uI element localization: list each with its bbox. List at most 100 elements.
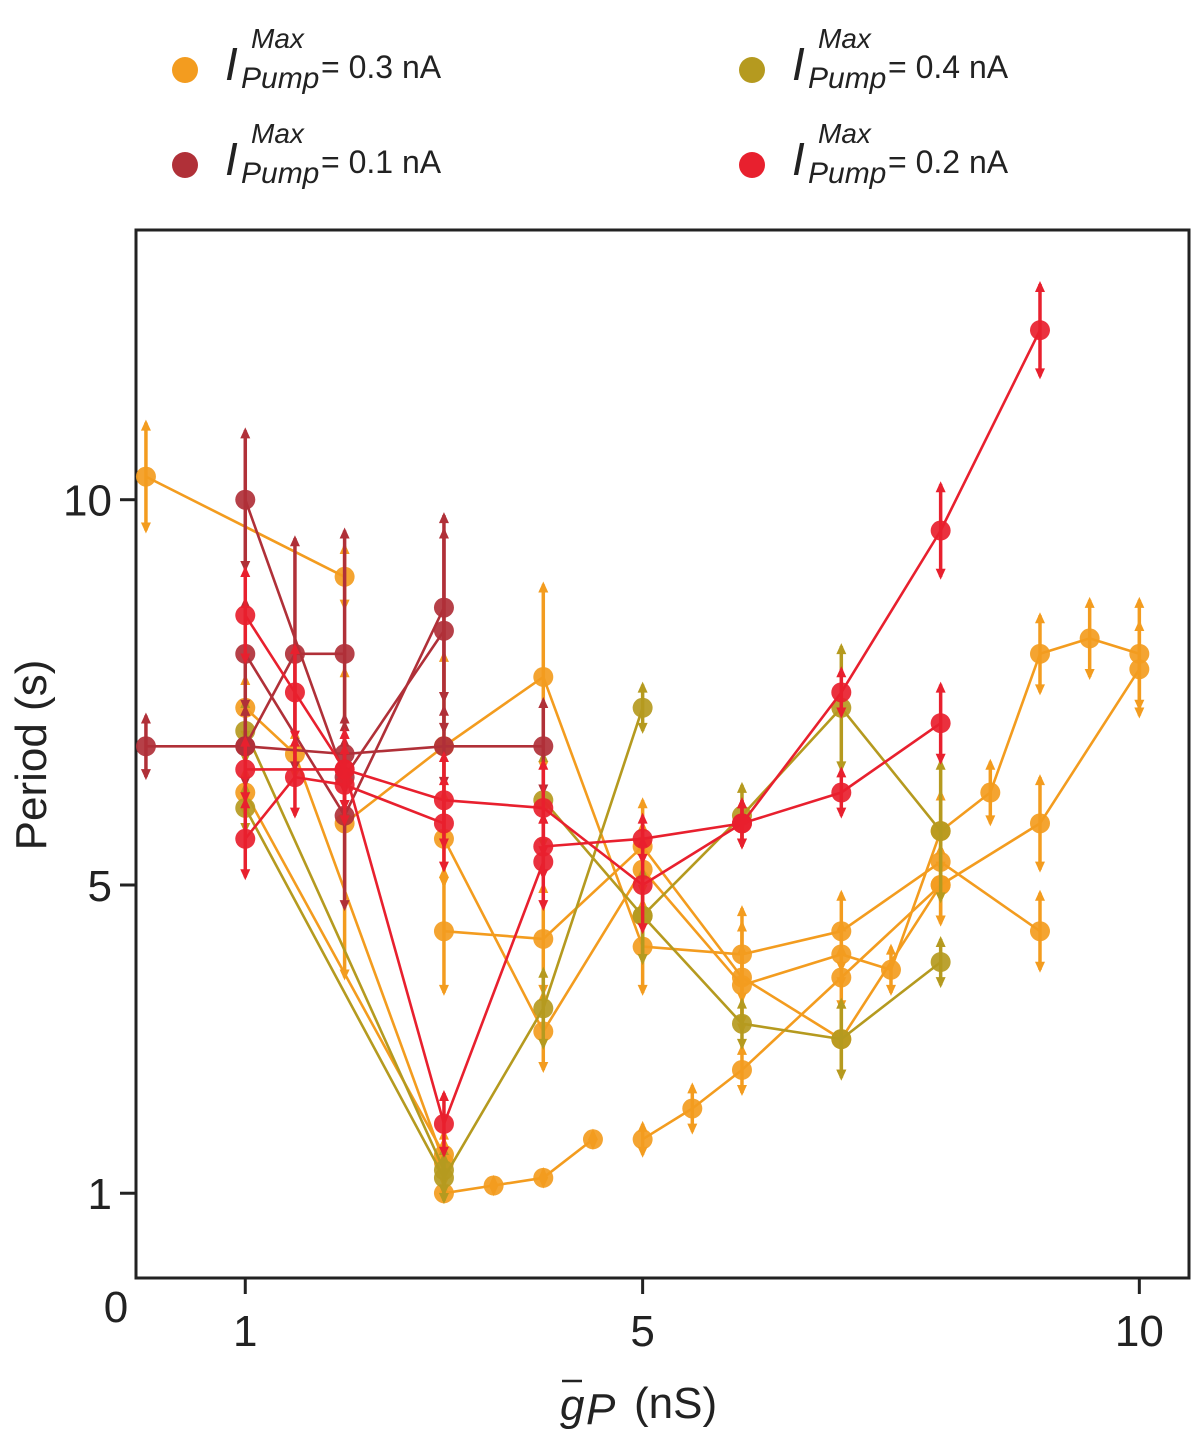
error-cap-bottom	[538, 1038, 549, 1050]
series-line	[443, 1138, 594, 1195]
error-cap-bottom	[1034, 961, 1045, 973]
error-cap-top	[538, 758, 549, 770]
data-point	[632, 875, 653, 895]
error-cap-top	[836, 889, 847, 901]
error-cap-bottom	[339, 799, 350, 811]
error-cap-bottom	[140, 522, 151, 534]
error-cap-top	[637, 797, 648, 809]
error-cap-top	[289, 535, 300, 547]
error-cap-bottom	[438, 861, 449, 873]
data-point	[831, 782, 852, 803]
x-tick-label: 10	[1115, 1307, 1164, 1356]
error-cap-top	[1134, 596, 1145, 608]
series-layer	[135, 280, 1150, 1204]
error-cap-top	[736, 943, 747, 955]
error-cap-bottom	[1134, 699, 1145, 711]
error-cap-top	[538, 581, 549, 593]
error-cap-top	[736, 997, 747, 1009]
error-cap-top	[885, 943, 896, 955]
error-cap-top	[339, 527, 350, 539]
error-cap-bottom	[736, 1038, 747, 1050]
error-cap-top	[1034, 612, 1045, 624]
error-cap-bottom	[438, 692, 449, 704]
series-7	[632, 843, 951, 1158]
data-point	[135, 466, 156, 487]
data-point	[1029, 320, 1050, 341]
error-cap-bottom	[935, 977, 946, 989]
series-11	[632, 643, 951, 966]
error-cap-bottom	[1034, 684, 1045, 696]
data-point	[433, 921, 454, 942]
error-cap-bottom	[438, 1192, 449, 1204]
data-point	[235, 605, 256, 626]
data-point	[1029, 643, 1050, 664]
data-point	[433, 597, 454, 618]
error-cap-top	[736, 920, 747, 932]
error-cap-bottom	[836, 807, 847, 819]
error-cap-bottom	[1034, 861, 1045, 873]
error-cap-top	[438, 1090, 449, 1102]
error-cap-top	[1034, 774, 1045, 786]
data-point	[831, 682, 852, 703]
series-line	[442, 637, 1140, 1033]
error-cap-top	[140, 419, 151, 431]
legend-superscript: Max	[251, 118, 305, 149]
error-cap-bottom	[140, 769, 151, 781]
error-cap-bottom	[637, 984, 648, 996]
legend-marker	[739, 57, 765, 83]
data-point	[930, 713, 951, 734]
legend-entry-1: I Max Pump = 0.4 nA	[739, 23, 1009, 95]
error-cap-top	[538, 697, 549, 709]
error-cap-top	[637, 1120, 648, 1132]
error-cap-bottom	[240, 792, 251, 804]
error-cap-top	[1084, 596, 1095, 608]
error-cap-top	[935, 681, 946, 693]
data-point	[533, 836, 554, 857]
data-point	[533, 666, 554, 687]
legend-entry-0: I Max Pump = 0.3 nA	[172, 23, 442, 95]
error-cap-bottom	[1034, 368, 1045, 380]
error-cap-bottom	[438, 1185, 449, 1197]
error-cap-bottom	[736, 838, 747, 850]
y-tick-label: 1	[88, 1170, 112, 1219]
error-cap-top	[836, 943, 847, 955]
data-point	[533, 736, 554, 757]
error-cap-top	[935, 481, 946, 493]
error-cap-bottom	[637, 923, 648, 935]
data-point	[235, 489, 256, 510]
legend-symbol: I	[225, 133, 238, 185]
error-cap-top	[289, 643, 300, 655]
legend-value: = 0.4 nA	[888, 49, 1009, 85]
error-cap-bottom	[637, 722, 648, 734]
data-point	[731, 1013, 752, 1034]
error-cap-bottom	[339, 969, 350, 981]
legend-subscript: Pump	[241, 62, 319, 95]
legend-value: = 0.3 nA	[321, 49, 442, 85]
plot-frame	[134, 228, 1191, 1280]
data-point	[632, 1129, 653, 1150]
series-10	[533, 751, 951, 1081]
error-cap-top	[836, 766, 847, 778]
data-point	[1129, 643, 1150, 664]
legend-subscript: Pump	[241, 157, 319, 190]
legend-value: = 0.1 nA	[321, 144, 442, 180]
error-cap-top	[538, 812, 549, 824]
error-cap-bottom	[1134, 707, 1145, 719]
error-cap-bottom	[736, 1085, 747, 1097]
series-line	[443, 668, 1141, 1041]
data-point	[632, 697, 653, 718]
series-5	[433, 596, 1150, 1073]
error-cap-top	[1034, 889, 1045, 901]
series-line	[343, 675, 1041, 956]
legend-superscript: Max	[818, 23, 872, 54]
error-cap-top	[836, 997, 847, 1009]
data-point	[433, 1160, 454, 1181]
error-cap-top	[438, 774, 449, 786]
data-point	[235, 759, 256, 780]
error-cap-top	[1034, 280, 1045, 292]
error-cap-bottom	[935, 568, 946, 580]
x-axis-label-symbol: g	[560, 1381, 585, 1430]
y-tick-label: 10	[63, 477, 112, 526]
data-point	[533, 998, 554, 1019]
